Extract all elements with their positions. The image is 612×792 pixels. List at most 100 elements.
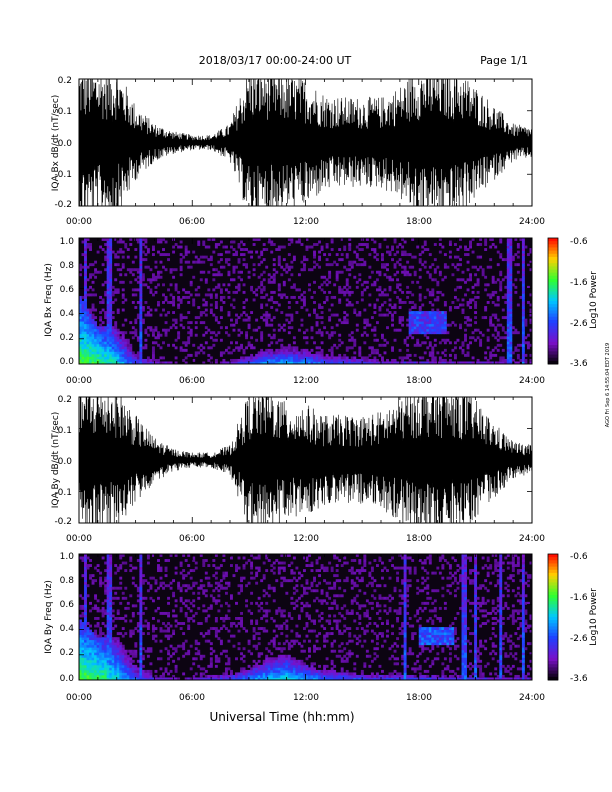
heatmap-cell <box>104 589 108 593</box>
heatmap-cell <box>217 273 221 277</box>
heatmap-cell <box>260 672 264 676</box>
heatmap-cell <box>272 268 276 272</box>
heatmap-cell <box>89 248 92 251</box>
heatmap-cell <box>511 358 515 362</box>
heatmap-cell <box>119 358 123 362</box>
heatmap-cell <box>109 250 113 254</box>
heatmap-cell <box>391 306 394 309</box>
heatmap-cell <box>119 273 123 277</box>
heatmap-cell <box>109 265 113 269</box>
heatmap-cell <box>199 584 203 588</box>
heatmap-cell <box>340 564 344 567</box>
heatmap-cell <box>172 250 176 254</box>
heatmap-cell <box>315 609 319 613</box>
heatmap-cell <box>320 677 324 681</box>
heatmap-cell <box>499 343 503 347</box>
heatmap-cell <box>305 677 309 681</box>
heatmap-cell <box>260 288 264 292</box>
heatmap-cell <box>245 584 249 588</box>
heatmap-cell <box>172 301 176 304</box>
heatmap-cell <box>84 599 87 603</box>
heatmap-cell <box>151 361 155 365</box>
heatmap-cell <box>194 677 198 681</box>
heatmap-cell <box>84 240 87 244</box>
heatmap-cell <box>129 243 133 246</box>
heatmap-cell <box>94 326 98 330</box>
heatmap-cell <box>353 351 357 355</box>
heatmap-cell <box>157 238 160 241</box>
heatmap-cell <box>109 614 113 618</box>
heatmap-cell <box>257 569 261 573</box>
heatmap-cell <box>433 268 437 272</box>
heatmap-cell <box>428 313 432 317</box>
heatmap-cell <box>222 554 226 557</box>
heatmap-cell <box>292 358 296 362</box>
heatmap-cell <box>378 270 382 274</box>
heatmap-cell <box>157 270 160 274</box>
heatmap-cell <box>280 664 284 668</box>
heatmap-cell <box>333 260 337 264</box>
heatmap-cell <box>302 298 306 302</box>
heatmap-cell <box>428 341 432 345</box>
heatmap-cell <box>363 356 367 360</box>
heatmap-cell <box>106 243 110 246</box>
heatmap-cell <box>116 333 120 337</box>
heatmap-cell <box>222 677 226 681</box>
heatmap-cell <box>330 642 334 646</box>
heatmap-cell <box>91 323 95 327</box>
heatmap-cell <box>287 659 291 663</box>
heatmap-cell <box>318 569 321 573</box>
heatmap-cell <box>89 348 92 352</box>
heatmap-cell <box>292 556 296 560</box>
heatmap-cell <box>373 348 377 352</box>
heatmap-cell <box>101 652 105 656</box>
heatmap-cell <box>411 361 415 365</box>
heatmap-cell <box>141 275 145 279</box>
heatmap-cell <box>109 303 113 307</box>
heatmap-cell <box>363 341 367 345</box>
heatmap-cell <box>164 331 168 335</box>
heatmap-cell <box>282 672 286 676</box>
heatmap-cell <box>292 667 296 671</box>
heatmap-cell <box>157 569 160 573</box>
heatmap-cell <box>496 338 500 342</box>
heatmap-cell <box>280 654 284 658</box>
heatmap-cell <box>184 260 188 264</box>
heatmap-cell <box>245 346 249 350</box>
heatmap-cell <box>378 343 382 347</box>
heatmap-cell <box>174 614 178 618</box>
heatmap-cell <box>99 629 103 633</box>
heatmap-cell <box>509 323 513 327</box>
heatmap-cell <box>114 238 118 241</box>
heatmap-cell <box>438 328 442 332</box>
heatmap-cell <box>320 669 324 673</box>
heatmap-cell <box>511 255 515 259</box>
heatmap-cell <box>109 649 113 653</box>
heatmap-cell <box>290 644 294 648</box>
heatmap-cell <box>151 617 155 620</box>
heatmap-cell <box>144 301 148 304</box>
heatmap-cell <box>141 250 145 254</box>
heatmap-cell <box>290 285 294 289</box>
heatmap-cell <box>451 301 455 304</box>
heatmap-cell <box>328 606 332 610</box>
heatmap-cell <box>343 361 347 365</box>
heatmap-cell <box>320 275 324 279</box>
heatmap-cell <box>335 273 339 277</box>
heatmap-cell <box>202 677 206 681</box>
heatmap-cell <box>104 672 108 676</box>
heatmap-cell <box>431 361 435 365</box>
heatmap-cell <box>469 240 472 244</box>
heatmap-cell <box>443 358 447 362</box>
heatmap-cell <box>496 333 500 337</box>
heatmap-cell <box>109 285 113 289</box>
heatmap-cell <box>159 649 163 653</box>
heatmap-cell <box>79 664 82 668</box>
heatmap-cell <box>106 326 110 330</box>
heatmap-cell <box>209 258 213 262</box>
heatmap-cell <box>232 361 236 365</box>
heatmap-cell <box>265 556 269 560</box>
heatmap-cell <box>109 634 113 638</box>
heatmap-cell <box>207 293 211 297</box>
heatmap-cell <box>453 353 457 357</box>
